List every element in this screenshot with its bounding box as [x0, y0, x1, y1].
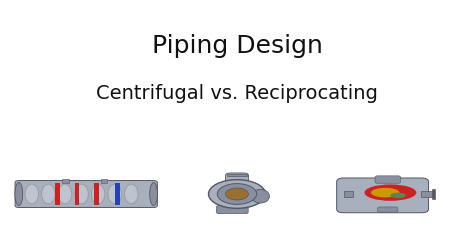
Text: Piping Design: Piping Design — [152, 34, 322, 58]
Bar — [115, 183, 120, 206]
Bar — [432, 189, 435, 199]
Bar — [344, 192, 353, 197]
Bar — [227, 174, 247, 176]
Bar — [55, 183, 60, 205]
Circle shape — [226, 188, 248, 200]
Ellipse shape — [58, 184, 72, 204]
Bar — [94, 183, 99, 205]
Ellipse shape — [150, 183, 157, 206]
FancyBboxPatch shape — [375, 176, 401, 184]
Ellipse shape — [42, 184, 55, 204]
FancyBboxPatch shape — [337, 178, 428, 213]
Bar — [74, 183, 79, 205]
Text: Centrifugal vs. Reciprocating: Centrifugal vs. Reciprocating — [96, 84, 378, 102]
Bar — [421, 192, 433, 197]
Circle shape — [217, 184, 257, 204]
Ellipse shape — [108, 184, 121, 204]
Ellipse shape — [209, 180, 265, 208]
FancyBboxPatch shape — [217, 206, 248, 214]
Ellipse shape — [25, 184, 38, 204]
FancyBboxPatch shape — [15, 181, 157, 208]
Ellipse shape — [91, 184, 105, 204]
Ellipse shape — [251, 190, 269, 203]
Ellipse shape — [371, 188, 400, 198]
Ellipse shape — [75, 184, 88, 204]
FancyBboxPatch shape — [378, 207, 398, 212]
Ellipse shape — [391, 193, 406, 198]
Ellipse shape — [365, 185, 416, 201]
Bar — [63, 179, 69, 183]
Ellipse shape — [125, 184, 138, 204]
Bar — [101, 179, 108, 183]
FancyBboxPatch shape — [226, 173, 248, 189]
Ellipse shape — [15, 183, 23, 206]
